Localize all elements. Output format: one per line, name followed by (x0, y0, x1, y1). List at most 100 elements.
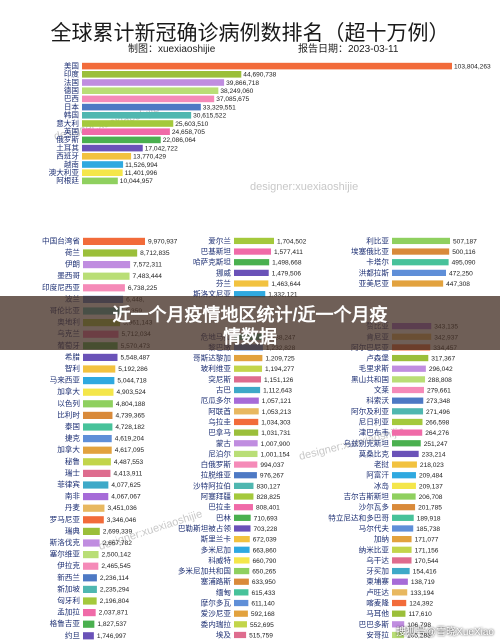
top-category-label: 美国 (64, 60, 79, 70)
panel-bar (392, 482, 416, 489)
panel-bar (234, 386, 261, 394)
panel-value-label: 1,704,502 (277, 238, 307, 245)
panel-value-label: 171,156 (415, 547, 439, 554)
top-value-label: 39,866,718 (226, 80, 259, 87)
panel-bar (234, 610, 248, 617)
panel-bar (234, 589, 249, 596)
panel-bar (392, 578, 408, 585)
panel-value-label: 4,067,067 (111, 494, 141, 501)
panel-value-label: 7,483,444 (133, 273, 163, 280)
top-category-label: 西班牙 (56, 151, 79, 161)
panel-value-label: 209,137 (419, 483, 443, 490)
panel-bar (83, 249, 138, 257)
panel-bar (392, 536, 412, 543)
panel-value-label: 1,194,277 (265, 366, 295, 373)
panel-value-label: 317,367 (431, 356, 455, 363)
panel-bar (392, 280, 444, 287)
panel-bar (392, 450, 419, 458)
panel-bar (234, 514, 251, 521)
panel-category-label: 巴基斯坦 (201, 246, 232, 256)
panel-value-label: 2,667,782 (103, 540, 133, 547)
panel-value-label: 185,738 (416, 526, 440, 533)
panel-category-label: 阿富汗 (366, 470, 389, 480)
top-bar (82, 87, 219, 94)
panel-category-label: 瑞士 (65, 467, 81, 477)
panel-category-label: 古巴 (216, 385, 232, 395)
panel-value-label: 1,577,411 (274, 249, 303, 256)
panel-value-label: 507,187 (453, 238, 477, 245)
panel-value-label: 710,693 (254, 515, 278, 522)
panel-bar (234, 567, 250, 575)
panel-category-label: 孟加拉 (57, 607, 80, 617)
panel-category-label: 斯洛伐克 (50, 537, 81, 547)
panel-category-label: 南非 (65, 491, 81, 501)
top-bar (82, 112, 192, 119)
panel-value-label: 1,031,731 (261, 430, 291, 437)
panel-value-label: 4,804,188 (116, 401, 146, 408)
panel-bar (83, 446, 112, 454)
panel-bar (234, 536, 250, 543)
panel-category-label: 蒙古 (216, 438, 232, 448)
panel-category-label: 加纳 (374, 534, 389, 544)
panel-bar (83, 585, 97, 593)
panel-bar (392, 493, 416, 500)
panel-category-label: 亚美尼亚 (359, 278, 390, 288)
panel-value-label: 515,759 (249, 632, 273, 639)
panel-category-label: 莫桑比克 (359, 448, 390, 458)
panel-value-label: 2,196,804 (100, 598, 130, 605)
top-category-label: 阿根廷 (56, 175, 79, 185)
panel-bar (83, 377, 115, 385)
panel-value-label: 830,127 (256, 483, 280, 490)
panel-category-label: 菲律宾 (57, 479, 80, 489)
panel-value-label: 7,572,311 (133, 262, 162, 269)
panel-value-label: 154,416 (413, 569, 437, 576)
panel-bar (234, 461, 258, 468)
panel-category-label: 巴拿马 (208, 427, 231, 437)
panel-value-label: 660,790 (253, 558, 277, 565)
panel-bar (392, 397, 424, 404)
panel-category-label: 冰岛 (374, 480, 389, 490)
panel-value-label: 495,090 (452, 260, 476, 267)
panel-bar (83, 493, 109, 501)
panel-bar (234, 450, 258, 458)
panel-bar (234, 578, 249, 585)
panel-bar (83, 237, 145, 245)
panel-bar (392, 248, 450, 255)
top-bar (82, 136, 161, 144)
panel-category-label: 丹麦 (65, 502, 81, 512)
panel-bar (83, 365, 116, 373)
top-value-label: 22,086,064 (163, 137, 196, 144)
panel-category-label: 卡塔尔 (366, 257, 389, 267)
chart-author: 制图：xuexiaoshijie (128, 42, 216, 55)
panel-bar (392, 408, 424, 415)
panel-value-label: 828,825 (256, 494, 280, 501)
panel-category-label: 秘鲁 (65, 456, 81, 466)
panel-category-label: 阿塞拜疆 (201, 491, 232, 501)
panel-category-label: 希腊 (65, 351, 81, 361)
top-value-label: 24,658,705 (172, 129, 205, 136)
panel-bar (83, 400, 113, 408)
panel-category-label: 格鲁吉亚 (50, 618, 81, 628)
panel-category-label: 科索沃 (366, 395, 389, 405)
top-value-label: 25,603,510 (175, 121, 208, 128)
panel-bar (392, 504, 416, 511)
top-bar (82, 62, 452, 70)
panel-bar (392, 237, 450, 245)
panel-category-label: 新加坡 (57, 583, 80, 593)
panel-value-label: 472,250 (449, 270, 473, 277)
panel-bar (234, 546, 250, 553)
panel-value-label: 4,619,204 (115, 436, 145, 443)
top-category-label: 俄罗斯 (56, 134, 79, 144)
panel-category-label: 安哥拉 (366, 629, 389, 639)
panel-bar (234, 599, 249, 607)
panel-value-label: 447,308 (446, 281, 470, 288)
panel-category-label: 特立尼达和多巴哥 (328, 512, 389, 522)
top-category-label: 韩国 (64, 110, 79, 120)
panel-value-label: 4,617,095 (115, 447, 145, 454)
top-category-label: 巴西 (64, 94, 80, 103)
panel-value-label: 650,265 (252, 569, 276, 576)
panel-value-label: 273,348 (426, 398, 450, 405)
panel-bar (234, 354, 263, 362)
panel-category-label: 纳米比亚 (359, 544, 390, 554)
